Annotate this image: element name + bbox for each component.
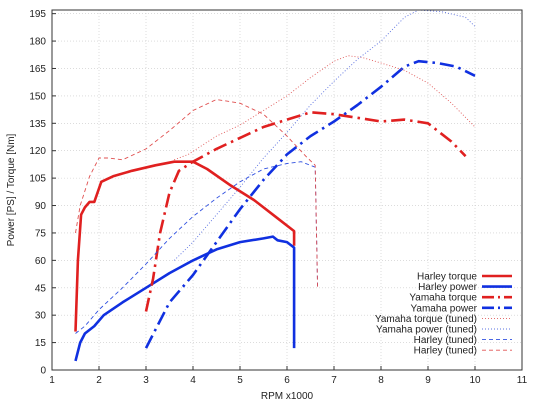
y-tick-label: 165: [29, 64, 46, 75]
x-tick-label: 6: [284, 375, 290, 386]
legend-label: Yamaha torque: [409, 293, 477, 304]
y-axis-title: Power [PS] / Torque [Nm]: [6, 133, 17, 246]
y-tick-label: 60: [35, 256, 47, 267]
series-line-6: [75, 161, 319, 334]
series-line-5: [173, 9, 476, 261]
y-tick-label: 0: [40, 366, 46, 377]
x-axis-title: RPM x1000: [261, 391, 314, 402]
axis-ticks: 1 2 3 4 5 6 7 8 9 10 11015304560759010512013515016…: [29, 9, 527, 386]
y-tick-label: 120: [29, 146, 46, 157]
x-tick-label: 3: [143, 375, 149, 386]
grid: [52, 10, 522, 370]
series-line-0: [74, 160, 296, 332]
x-tick-label: 4: [190, 375, 196, 386]
legend-label: Yamaha power (tuned): [376, 325, 477, 336]
x-tick-label: 7: [331, 375, 337, 386]
x-tick-label: 9: [425, 375, 431, 386]
x-tick-label: 1: [49, 375, 55, 386]
y-tick-label: 15: [35, 338, 47, 349]
legend-label: Harley power: [418, 282, 478, 293]
series-line-1: [74, 235, 296, 362]
y-tick-label: 90: [35, 201, 47, 212]
y-tick-label: 150: [29, 91, 46, 102]
legend-label: Yamaha torque (tuned): [375, 314, 477, 325]
x-tick-label: 10: [469, 375, 481, 386]
series-line-7: [75, 99, 319, 290]
y-tick-label: 30: [35, 311, 47, 322]
series-line-4: [174, 55, 476, 161]
y-tick-label: 195: [29, 9, 46, 20]
x-tick-label: 5: [237, 375, 243, 386]
x-tick-label: 8: [378, 375, 384, 386]
y-tick-label: 45: [35, 283, 47, 294]
legend-label: Harley (tuned): [414, 335, 477, 346]
legend-label: Yamaha power: [410, 303, 477, 314]
x-tick-label: 2: [96, 375, 102, 386]
series-lines: [74, 9, 476, 362]
y-tick-label: 75: [35, 228, 47, 239]
legend-label: Harley (tuned): [414, 346, 477, 357]
legend-label: Harley torque: [417, 272, 477, 283]
series-line-3: [144, 59, 476, 349]
y-tick-label: 180: [29, 37, 46, 48]
y-tick-label: 105: [29, 174, 46, 185]
series-line-2: [144, 111, 467, 312]
x-tick-label: 11: [517, 375, 528, 386]
y-tick-label: 135: [29, 119, 46, 130]
